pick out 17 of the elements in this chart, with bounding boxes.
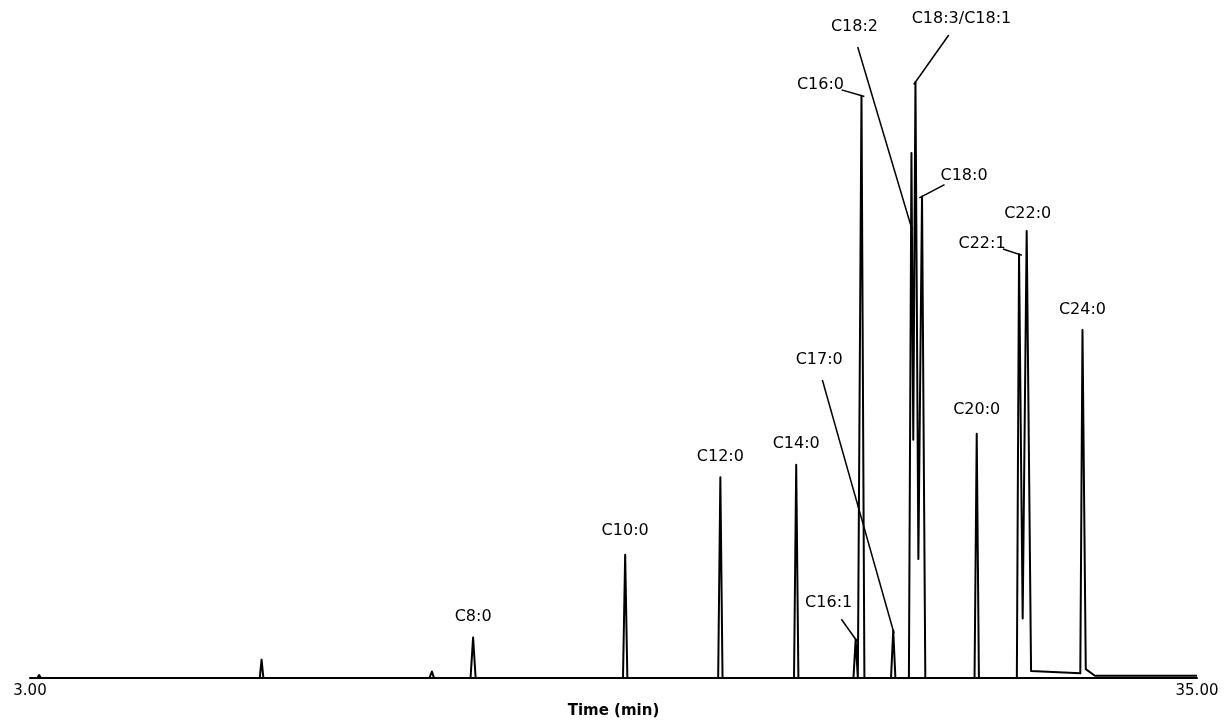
annotation: C22:1	[958, 232, 1006, 252]
x-axis-title: Time (min)	[567, 700, 660, 719]
annotation: C24:0	[1058, 299, 1107, 319]
annotation: C18:2	[830, 15, 878, 35]
annotation: C22:0	[1004, 202, 1052, 222]
annotation: C18:0	[940, 164, 988, 184]
annotation: C16:1	[805, 591, 853, 611]
annotation: C10:0	[601, 520, 649, 540]
annotation: C14:0	[772, 433, 820, 453]
annotation: C17:0	[795, 348, 843, 368]
annotation: C18:3/C18:1	[911, 7, 1012, 27]
annotation: C12:0	[696, 445, 744, 465]
annotation: C8:0	[454, 606, 492, 626]
x-tick-label: 35.00	[1175, 680, 1219, 699]
annotation: C16:0	[796, 74, 845, 94]
x-tick-label: 3.00	[13, 680, 47, 699]
annotation: C20:0	[953, 399, 1001, 419]
